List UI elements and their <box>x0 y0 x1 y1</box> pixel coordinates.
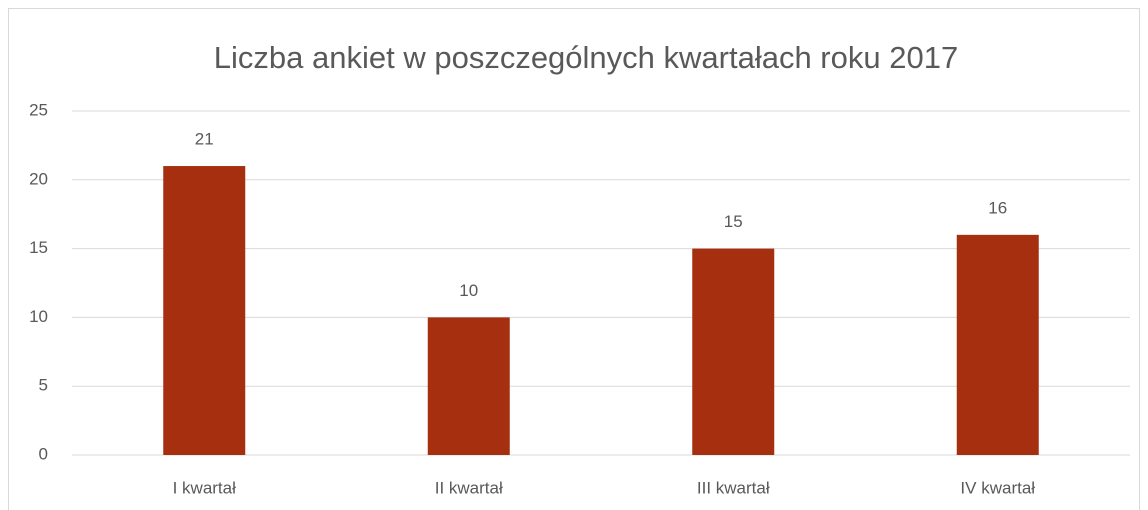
data-label: 21 <box>195 130 214 149</box>
x-tick-label: IV kwartał <box>960 478 1035 497</box>
bar <box>163 166 246 456</box>
bar <box>692 248 775 455</box>
y-tick-label: 10 <box>29 307 48 326</box>
data-label: 16 <box>988 198 1007 217</box>
x-tick-label: III kwartał <box>697 478 770 497</box>
x-tick-label: I kwartał <box>173 478 237 497</box>
data-label: 15 <box>724 212 743 231</box>
x-tick-label: II kwartał <box>435 478 503 497</box>
y-tick-label: 25 <box>29 100 48 119</box>
y-tick-label: 15 <box>29 238 48 257</box>
bar <box>427 317 510 455</box>
y-tick-label: 20 <box>29 169 48 188</box>
bar <box>956 234 1039 455</box>
y-tick-label: 0 <box>39 444 48 463</box>
y-tick-label: 5 <box>39 376 48 395</box>
chart-title: Liczba ankiet w poszczególnych kwartałac… <box>214 40 958 75</box>
data-label: 10 <box>459 281 478 300</box>
